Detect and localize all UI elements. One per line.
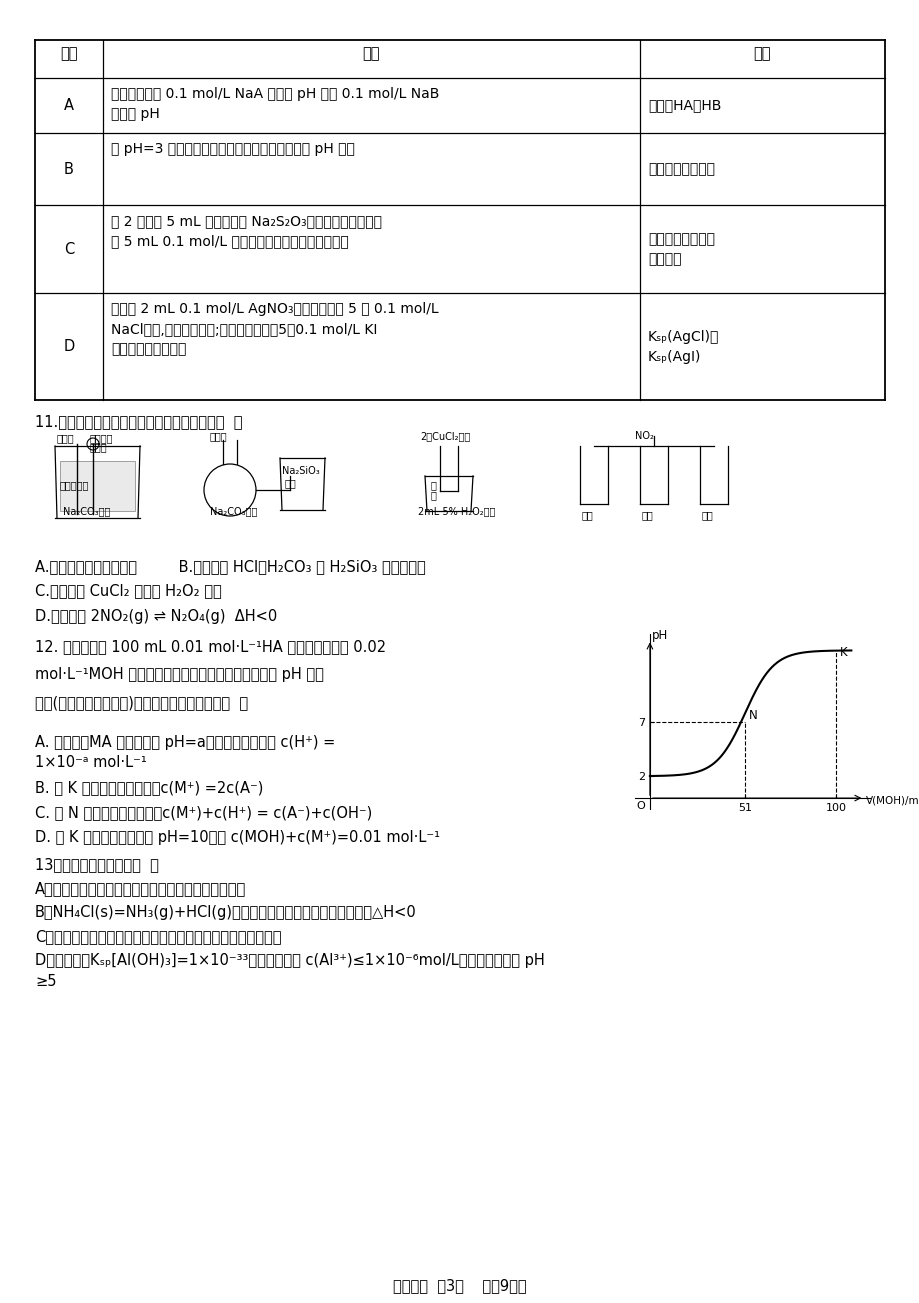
Text: A. 常温下，MA 的水溶液的 pH=a，由水电离产生的 c(H⁺) =: A. 常温下，MA 的水溶液的 pH=a，由水电离产生的 c(H⁺) = <box>35 735 335 751</box>
Text: 热水: 热水 <box>641 509 653 520</box>
Text: C．加入合适的催化剂能降低反应活化能，从而改变反应的焓变: C．加入合适的催化剂能降低反应活化能，从而改变反应的焓变 <box>35 929 281 943</box>
Text: 酸性：HA＜HB: 酸性：HA＜HB <box>647 99 720 112</box>
Text: 结论: 结论 <box>753 46 770 61</box>
Text: 碎泡沫塑料: 碎泡沫塑料 <box>60 480 89 490</box>
Text: NaCl溶液,出现白色沉淀;再往试管中滴加5滴0.1 mol/L KI: NaCl溶液,出现白色沉淀;再往试管中滴加5滴0.1 mol/L KI <box>111 322 377 336</box>
Text: 2滴CuCl₂溶液: 2滴CuCl₂溶液 <box>420 431 470 440</box>
Text: 向盛有 2 mL 0.1 mol/L AgNO₃的试管中滴加 5 滴 0.1 mol/L: 向盛有 2 mL 0.1 mol/L AgNO₃的试管中滴加 5 滴 0.1 m… <box>111 302 438 317</box>
Text: mol·L⁻¹MOH 溶液，下图中所示曲线表示混合溶液的 pH 变化: mol·L⁻¹MOH 溶液，下图中所示曲线表示混合溶液的 pH 变化 <box>35 667 323 681</box>
Text: C: C <box>63 241 74 257</box>
Text: 常温下，测得 0.1 mol/L NaA 溶液的 pH 小于 0.1 mol/L NaB: 常温下，测得 0.1 mol/L NaA 溶液的 pH 小于 0.1 mol/L… <box>111 87 439 102</box>
Text: 溶液: 溶液 <box>285 478 297 489</box>
Text: 常温: 常温 <box>701 509 713 520</box>
Text: Na₂SiO₃: Na₂SiO₃ <box>282 466 320 476</box>
Text: K: K <box>839 646 847 659</box>
Text: N: N <box>748 709 756 722</box>
Text: pH: pH <box>651 629 667 642</box>
Text: 溶液，出现黄色沉淀: 溶液，出现黄色沉淀 <box>111 341 187 356</box>
Text: B．NH₄Cl(s)=NH₃(g)+HCl(g)室温下不能自发进行，说明该反应的△H<0: B．NH₄Cl(s)=NH₃(g)+HCl(g)室温下不能自发进行，说明该反应的… <box>35 906 416 920</box>
Text: 实验: 实验 <box>362 46 380 61</box>
Text: 1×10⁻ᵃ mol·L⁻¹: 1×10⁻ᵃ mol·L⁻¹ <box>35 754 147 770</box>
Text: 冰水: 冰水 <box>582 509 593 520</box>
Text: B. 在 K 点，水溶液中存在：c(M⁺) =2c(A⁻): B. 在 K 点，水溶液中存在：c(M⁺) =2c(A⁻) <box>35 780 263 795</box>
Text: C. 在 N 点，水溶液中存在：c(M⁺)+c(H⁺) = c(A⁻)+c(OH⁻): C. 在 N 点，水溶液中存在：c(M⁺)+c(H⁺) = c(A⁻)+c(OH… <box>35 805 372 820</box>
Text: 水: 水 <box>430 490 437 500</box>
Text: A．自发反应一定是熵增大，非自发反应一定是熵减小: A．自发反应一定是熵增大，非自发反应一定是熵减小 <box>35 881 246 896</box>
Text: D．常温下，Kₛₚ[Al(OH)₃]=1×10⁻³³，欲使溶液中 c(Al³⁺)≤1×10⁻⁶mol/L，需调节溶液的 pH: D．常温下，Kₛₚ[Al(OH)₃]=1×10⁻³³，欲使溶液中 c(Al³⁺)… <box>35 952 544 968</box>
Text: Na₂CO₃固体: Na₂CO₃固体 <box>62 506 110 516</box>
Text: 浓盐酸: 浓盐酸 <box>210 431 227 440</box>
Text: O: O <box>636 801 644 810</box>
Text: D. 在 K 点，若此时溶液的 pH=10，则 c(MOH)+c(M⁺)=0.01 mol·L⁻¹: D. 在 K 点，若此时溶液的 pH=10，则 c(MOH)+c(M⁺)=0.0… <box>35 830 439 846</box>
Text: 向 pH=3 的醋酸溶液中，加入醋酸钠溶液，溶液 pH 增大: 向 pH=3 的醋酸溶液中，加入醋酸钠溶液，溶液 pH 增大 <box>111 142 355 156</box>
Text: 入 5 mL 0.1 mol/L 硫酸溶液，记录出现浑浊的时间: 入 5 mL 0.1 mol/L 硫酸溶液，记录出现浑浊的时间 <box>111 235 348 248</box>
Bar <box>60 461 135 511</box>
Text: 醋酸钠溶液呈碱性: 醋酸钠溶液呈碱性 <box>647 162 714 176</box>
Text: Kₛₚ(AgCl)＞: Kₛₚ(AgCl)＞ <box>647 330 719 344</box>
Text: 选项: 选项 <box>60 46 78 61</box>
Text: C.丙：验证 CuCl₂ 能催化 H₂O₂ 分解: C.丙：验证 CuCl₂ 能催化 H₂O₂ 分解 <box>35 582 221 598</box>
Text: 11.下列图中的实验方案能达到实验目的的是（  ）: 11.下列图中的实验方案能达到实验目的的是（ ） <box>35 414 243 429</box>
Text: 搅拌棒: 搅拌棒 <box>90 442 108 452</box>
Text: A.甲：进行中和热的测定         B.乙：比较 HCl、H₂CO₃ 和 H₂SiO₃ 的酸性强弱: A.甲：进行中和热的测定 B.乙：比较 HCl、H₂CO₃ 和 H₂SiO₃ 的… <box>35 559 425 575</box>
Text: 向 2 支盛有 5 mL 不同浓度的 Na₂S₂O₃溶液的试管中同时加: 向 2 支盛有 5 mL 不同浓度的 Na₂S₂O₃溶液的试管中同时加 <box>111 214 381 228</box>
Text: 探究浓度对反应速: 探究浓度对反应速 <box>647 232 714 246</box>
Text: ≥5: ≥5 <box>35 975 56 989</box>
Text: D: D <box>63 339 74 354</box>
Text: 环形铜丝: 环形铜丝 <box>90 433 113 443</box>
Text: V(MOH)/mL: V(MOH)/mL <box>866 796 919 805</box>
Text: Na₂CO₃固体: Na₂CO₃固体 <box>210 506 257 516</box>
Text: NO₂: NO₂ <box>634 431 653 440</box>
Text: Kₛₚ(AgI): Kₛₚ(AgI) <box>647 349 700 364</box>
Text: A: A <box>64 98 74 113</box>
Text: 13．下列说法正确的是（  ）: 13．下列说法正确的是（ ） <box>35 857 159 872</box>
Text: 情况(体积变化忽略不计)，则下列说法错误的是（  ）: 情况(体积变化忽略不计)，则下列说法错误的是（ ） <box>35 694 248 710</box>
Text: 温度计: 温度计 <box>57 433 74 443</box>
Text: 率的影响: 率的影响 <box>647 251 681 266</box>
Text: 2mL 5% H₂O₂溶液: 2mL 5% H₂O₂溶液 <box>417 506 494 516</box>
Text: B: B <box>64 162 74 176</box>
Text: 12. 常温下，向 100 mL 0.01 mol·L⁻¹HA 溶液中逐滴加入 0.02: 12. 常温下，向 100 mL 0.01 mol·L⁻¹HA 溶液中逐滴加入 … <box>35 638 386 654</box>
Text: 溶液的 pH: 溶液的 pH <box>111 107 160 121</box>
Text: D.丁：验证 2NO₂(g) ⇌ N₂O₄(g)  ΔH<0: D.丁：验证 2NO₂(g) ⇌ N₂O₄(g) ΔH<0 <box>35 609 277 624</box>
Text: 热: 热 <box>430 480 437 490</box>
Text: 高二化学  第3页    （共9页）: 高二化学 第3页 （共9页） <box>392 1278 527 1293</box>
